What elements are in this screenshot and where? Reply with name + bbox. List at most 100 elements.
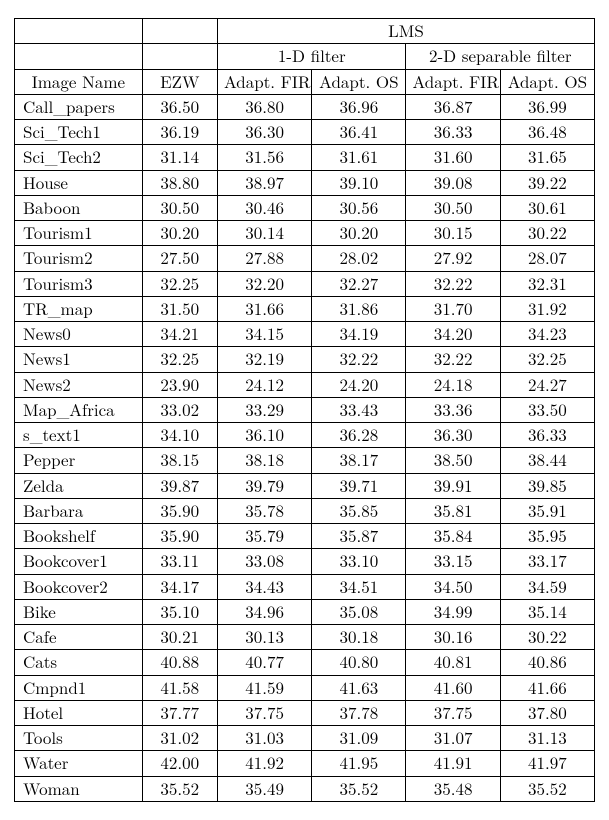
cell-adapt-fir-2d: 34.50 [406, 574, 500, 599]
cell-adapt-fir-1d: 31.66 [217, 296, 311, 321]
cell-adapt-fir-1d: 33.08 [217, 549, 311, 574]
cell-adapt-os-2d: 31.65 [500, 145, 594, 170]
cell-adapt-os-1d: 35.08 [312, 599, 406, 624]
cell-adapt-fir-2d: 24.18 [406, 372, 500, 397]
cell-image-name: Hotel [15, 700, 143, 725]
cell-adapt-fir-1d: 30.13 [217, 625, 311, 650]
cell-ezw: 23.90 [142, 372, 217, 397]
cell-adapt-fir-1d: 24.12 [217, 372, 311, 397]
cell-adapt-fir-2d: 35.48 [406, 776, 500, 801]
cell-adapt-fir-1d: 41.59 [217, 675, 311, 700]
cell-image-name: Cmpnd1 [15, 675, 143, 700]
table-row: Bookcover133.1133.0833.1033.1533.17 [15, 549, 595, 574]
cell-ezw: 35.90 [142, 524, 217, 549]
cell-adapt-fir-2d: 30.15 [406, 221, 500, 246]
cell-adapt-fir-1d: 34.15 [217, 322, 311, 347]
cell-image-name: Bookcover1 [15, 549, 143, 574]
cell-adapt-os-2d: 40.86 [500, 650, 594, 675]
cell-image-name: Cats [15, 650, 143, 675]
cell-adapt-os-2d: 28.07 [500, 246, 594, 271]
cell-adapt-fir-1d: 33.29 [217, 397, 311, 422]
cell-ezw: 31.02 [142, 726, 217, 751]
col-image-name: Image Name [15, 69, 143, 94]
cell-adapt-os-2d: 36.33 [500, 423, 594, 448]
cell-adapt-fir-2d: 35.84 [406, 524, 500, 549]
cell-adapt-fir-1d: 32.19 [217, 347, 311, 372]
cell-adapt-os-2d: 31.92 [500, 296, 594, 321]
cell-adapt-fir-1d: 35.78 [217, 498, 311, 523]
cell-ezw: 32.25 [142, 347, 217, 372]
cell-adapt-fir-1d: 30.46 [217, 195, 311, 220]
cell-adapt-fir-1d: 36.10 [217, 423, 311, 448]
cell-adapt-os-1d: 41.63 [312, 675, 406, 700]
cell-ezw: 27.50 [142, 246, 217, 271]
cell-image-name: Barbara [15, 498, 143, 523]
cell-adapt-os-2d: 30.22 [500, 221, 594, 246]
cell-image-name: Bookshelf [15, 524, 143, 549]
table-row: Woman35.5235.4935.5235.4835.52 [15, 776, 595, 801]
cell-image-name: Tourism2 [15, 246, 143, 271]
cell-ezw: 32.25 [142, 271, 217, 296]
cell-image-name: Woman [15, 776, 143, 801]
cell-adapt-fir-1d: 31.03 [217, 726, 311, 751]
header-blank [142, 44, 217, 69]
cell-image-name: Bookcover2 [15, 574, 143, 599]
table-row: Zelda39.8739.7939.7139.9139.85 [15, 473, 595, 498]
cell-adapt-os-2d: 34.23 [500, 322, 594, 347]
table-row: News034.2134.1534.1934.2034.23 [15, 322, 595, 347]
cell-adapt-os-1d: 36.41 [312, 120, 406, 145]
cell-adapt-fir-2d: 39.08 [406, 170, 500, 195]
cell-image-name: Tourism1 [15, 221, 143, 246]
cell-adapt-os-1d: 35.85 [312, 498, 406, 523]
table-row: Hotel37.7737.7537.7837.7537.80 [15, 700, 595, 725]
cell-adapt-os-1d: 32.27 [312, 271, 406, 296]
cell-adapt-os-1d: 39.71 [312, 473, 406, 498]
table-row: Tools31.0231.0331.0931.0731.13 [15, 726, 595, 751]
cell-adapt-os-1d: 34.51 [312, 574, 406, 599]
col-ezw: EZW [142, 69, 217, 94]
cell-adapt-fir-2d: 41.91 [406, 751, 500, 776]
cell-image-name: House [15, 170, 143, 195]
cell-adapt-fir-2d: 36.30 [406, 423, 500, 448]
cell-adapt-os-2d: 41.97 [500, 751, 594, 776]
cell-adapt-os-1d: 32.22 [312, 347, 406, 372]
cell-adapt-fir-1d: 38.18 [217, 448, 311, 473]
cell-ezw: 38.15 [142, 448, 217, 473]
header-blank [15, 19, 143, 44]
col-adapt-fir-2d: Adapt. FIR [406, 69, 500, 94]
cell-ezw: 38.80 [142, 170, 217, 195]
cell-adapt-os-2d: 35.14 [500, 599, 594, 624]
cell-adapt-os-1d: 31.09 [312, 726, 406, 751]
table-row: News223.9024.1224.2024.1824.27 [15, 372, 595, 397]
col-adapt-os-1d: Adapt. OS [312, 69, 406, 94]
cell-adapt-os-2d: 32.25 [500, 347, 594, 372]
cell-adapt-os-1d: 40.80 [312, 650, 406, 675]
cell-image-name: Map_Africa [15, 397, 143, 422]
header-2d-filter: 2-D separable filter [406, 44, 595, 69]
cell-adapt-os-1d: 24.20 [312, 372, 406, 397]
cell-adapt-fir-2d: 34.99 [406, 599, 500, 624]
cell-adapt-os-2d: 31.13 [500, 726, 594, 751]
cell-adapt-fir-1d: 40.77 [217, 650, 311, 675]
cell-adapt-os-2d: 35.91 [500, 498, 594, 523]
cell-ezw: 35.10 [142, 599, 217, 624]
cell-adapt-os-2d: 41.66 [500, 675, 594, 700]
cell-adapt-fir-2d: 41.60 [406, 675, 500, 700]
cell-image-name: Call_papers [15, 94, 143, 119]
cell-adapt-fir-2d: 31.60 [406, 145, 500, 170]
cell-adapt-fir-1d: 39.79 [217, 473, 311, 498]
cell-adapt-fir-2d: 30.50 [406, 195, 500, 220]
col-adapt-fir-1d: Adapt. FIR [217, 69, 311, 94]
cell-image-name: Tools [15, 726, 143, 751]
cell-adapt-os-1d: 30.56 [312, 195, 406, 220]
results-table: LMS 1-D filter 2-D separable filter Imag… [14, 18, 595, 802]
cell-adapt-fir-1d: 34.96 [217, 599, 311, 624]
cell-adapt-os-2d: 30.61 [500, 195, 594, 220]
table-row: News132.2532.1932.2232.2232.25 [15, 347, 595, 372]
cell-adapt-os-2d: 33.50 [500, 397, 594, 422]
cell-adapt-fir-1d: 30.14 [217, 221, 311, 246]
header-lms: LMS [217, 19, 594, 44]
cell-adapt-fir-2d: 33.15 [406, 549, 500, 574]
cell-adapt-os-2d: 35.95 [500, 524, 594, 549]
cell-adapt-os-1d: 30.20 [312, 221, 406, 246]
